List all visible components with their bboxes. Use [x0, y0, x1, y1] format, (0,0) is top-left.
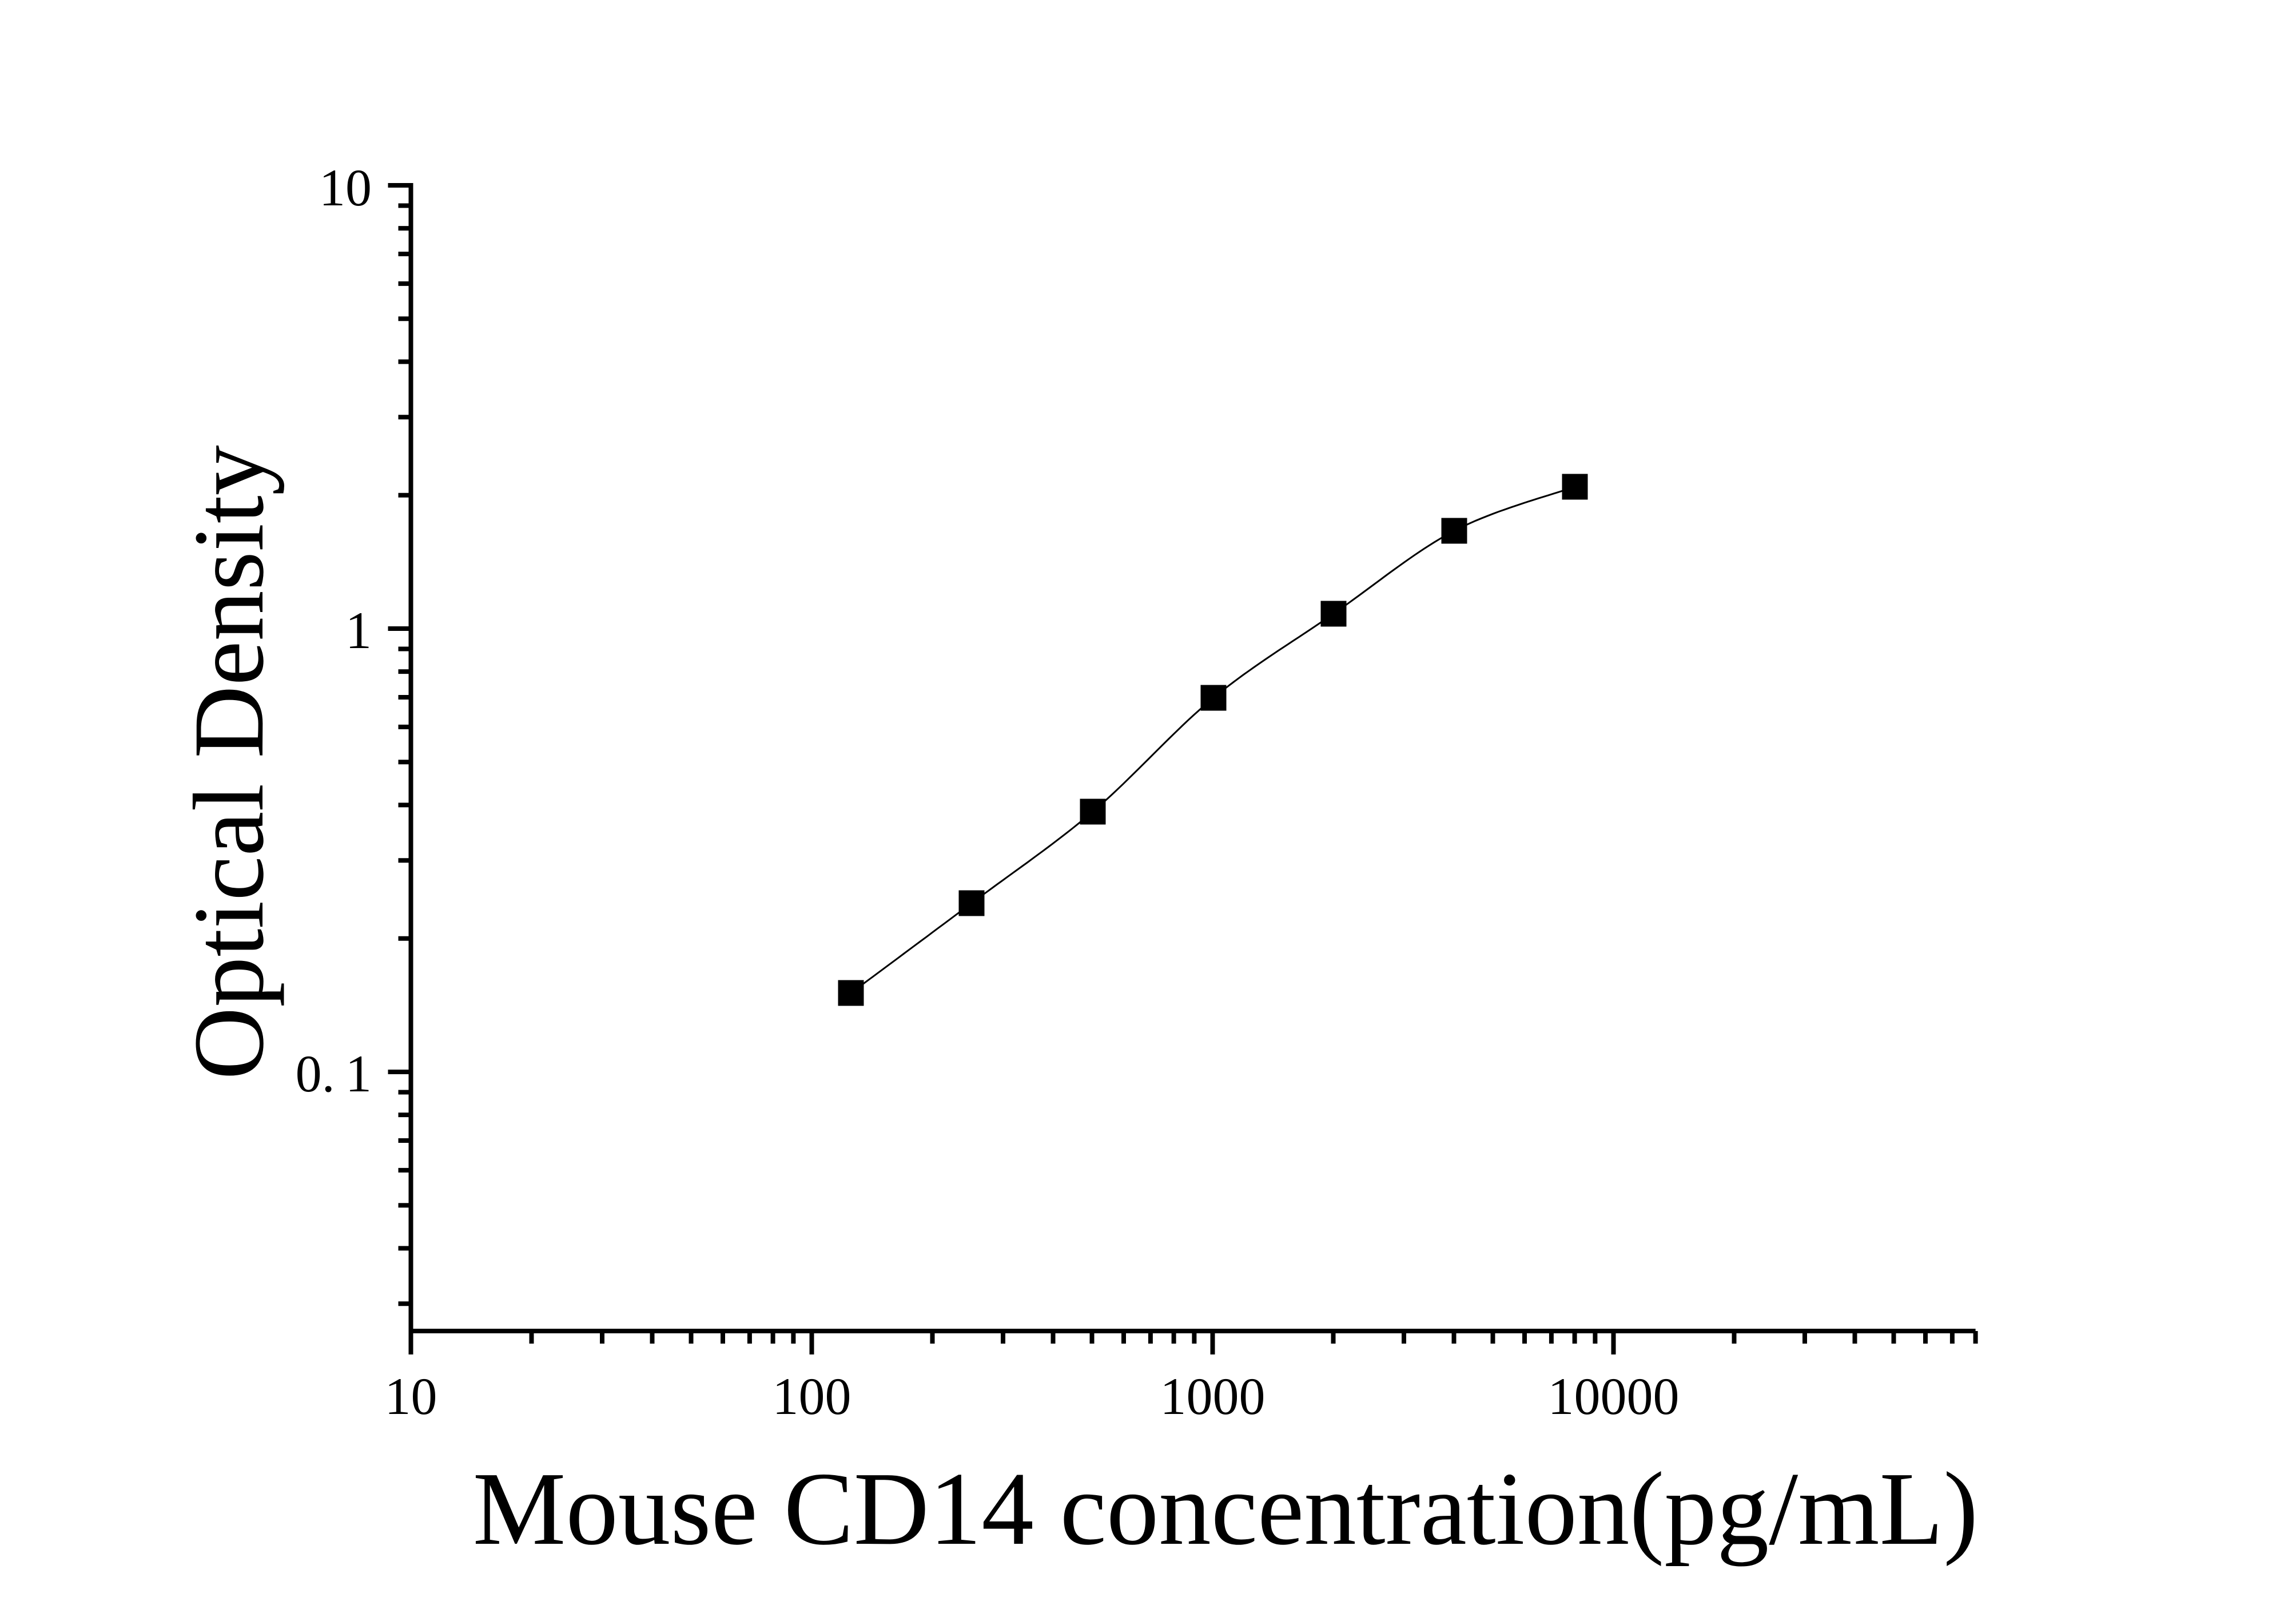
- svg-text:Mouse CD14 concentration(pg/mL: Mouse CD14 concentration(pg/mL): [473, 1451, 1979, 1567]
- svg-text:10: 10: [319, 158, 372, 217]
- svg-text:1000: 1000: [1160, 1367, 1266, 1425]
- svg-text:1: 1: [345, 601, 372, 660]
- svg-text:100: 100: [773, 1367, 851, 1425]
- svg-text:Optical Density: Optical Density: [173, 445, 285, 1080]
- svg-text:10: 10: [385, 1367, 437, 1425]
- svg-text:10000: 10000: [1548, 1367, 1680, 1425]
- svg-text:0. 1: 0. 1: [296, 1044, 372, 1103]
